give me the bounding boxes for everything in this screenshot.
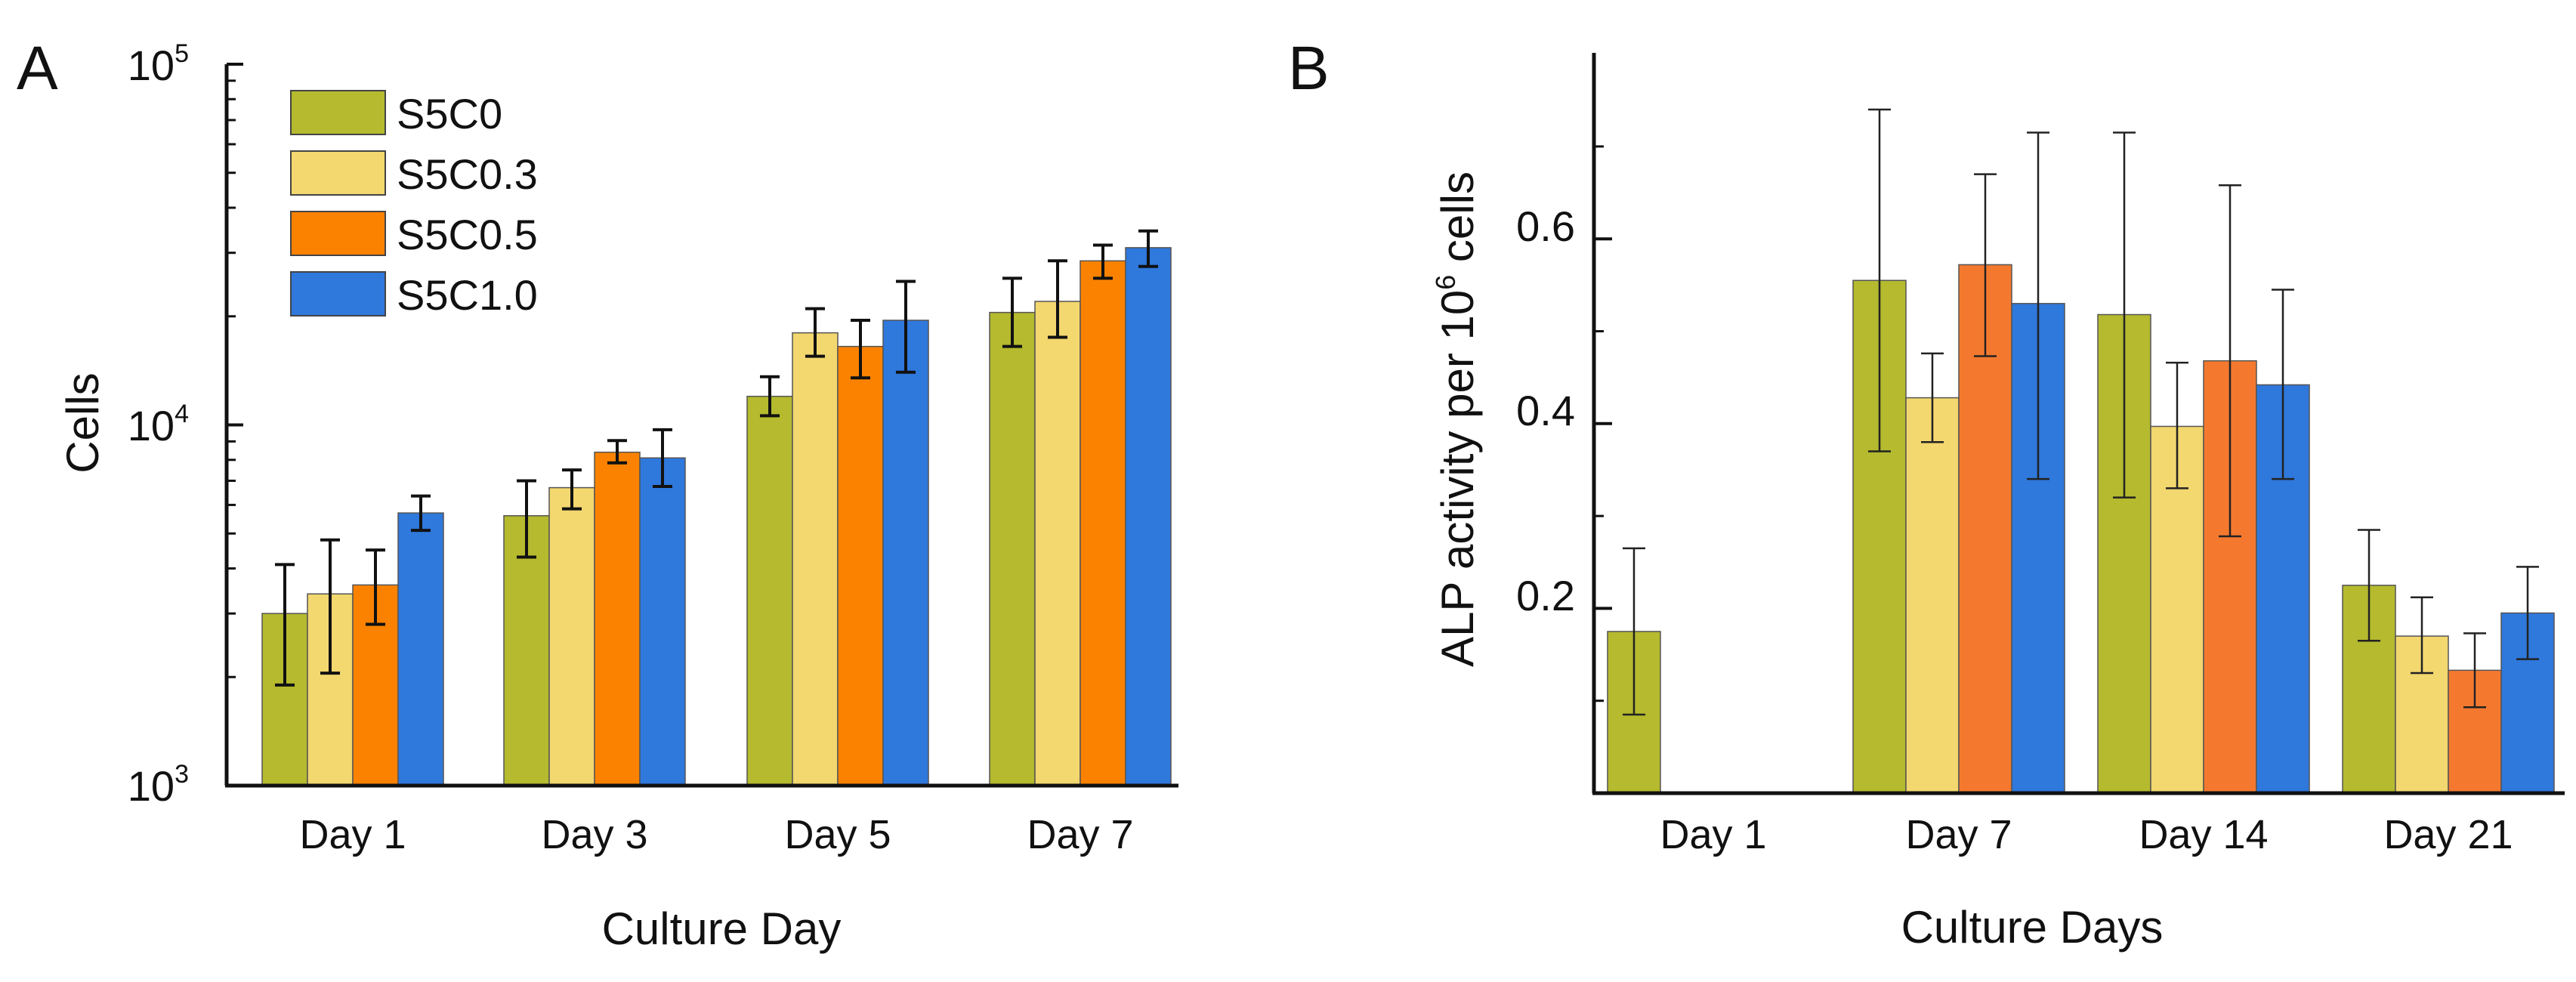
errorbar-b-s5c1-0-day-21 xyxy=(2516,566,2539,660)
errorbar-a-s5c0-day-3 xyxy=(517,479,536,559)
panel-a-xtick-day-1: Day 1 xyxy=(299,812,406,857)
panel-a: A 103 104 105 Cells Culture Day Day 1 Day… xyxy=(17,34,1178,954)
legend-label-s5c0-3: S5C0.3 xyxy=(397,150,538,198)
bar-a-s5c0-day-7 xyxy=(989,311,1036,786)
errorbar-a-s5c0-5-day-7 xyxy=(1093,243,1113,280)
panel-b-ylabel: ALP activity per 106 cells xyxy=(1430,171,1483,667)
errorbar-a-s5c1-0-day-5 xyxy=(896,279,916,374)
errorbar-a-s5c0-5-day-3 xyxy=(607,439,627,465)
legend-swatch-s5c0-3 xyxy=(290,150,386,196)
panel-b-ytick-0-4: 0.4 xyxy=(1516,387,1575,434)
bar-a-s5c0-5-day-7 xyxy=(1080,260,1126,786)
panel-a-ytick-1000: 103 xyxy=(128,760,189,810)
panel-a-ytick-10000: 104 xyxy=(128,400,189,449)
panel-b-xtick-day-14: Day 14 xyxy=(2139,812,2268,857)
legend-swatch-s5c0 xyxy=(290,90,386,135)
panel-a-label: A xyxy=(17,34,58,103)
errorbar-b-s5c0-3-day-14 xyxy=(2166,361,2188,489)
errorbar-a-s5c0-day-7 xyxy=(1002,276,1022,348)
panel-b-xtick-day-7: Day 7 xyxy=(1905,812,2012,857)
panel-b-ytick-0-6: 0.6 xyxy=(1516,202,1575,250)
bar-a-s5c0-3-day-5 xyxy=(792,332,839,786)
panel-b-x-categories: Day 1 Day 7 Day 14 Day 21 xyxy=(1660,812,2513,857)
bar-a-s5c1-0-day-3 xyxy=(639,457,686,786)
errorbar-b-s5c0-3-day-21 xyxy=(2411,596,2433,675)
errorbar-b-s5c0-5-day-14 xyxy=(2219,184,2241,538)
errorbar-b-s5c1-0-day-14 xyxy=(2272,289,2294,480)
errorbar-a-s5c0-3-day-5 xyxy=(805,307,825,358)
panel-a-xtick-day-5: Day 5 xyxy=(784,812,891,857)
panel-b-label: B xyxy=(1288,34,1330,103)
panel-b-ytick-0-2: 0.2 xyxy=(1516,572,1575,619)
bar-a-s5c0-3-day-3 xyxy=(548,486,595,786)
errorbar-a-s5c0-5-day-5 xyxy=(851,319,870,380)
legend-swatch-s5c0-5 xyxy=(290,211,386,256)
panel-a-x-categories: Day 1 Day 3 Day 5 Day 7 xyxy=(299,812,1133,857)
errorbar-a-s5c1-0-day-1 xyxy=(411,494,431,533)
panel-a-ylabel: Cells xyxy=(57,372,108,473)
panel-a-legend: S5C0 S5C0.3 S5C0.5 S5C1.0 xyxy=(290,90,538,319)
legend-label-s5c1-0: S5C1.0 xyxy=(397,271,538,319)
errorbar-b-s5c0-5-day-7 xyxy=(1974,173,1997,357)
panel-b-error-bars xyxy=(1623,108,2539,716)
panel-b-bars xyxy=(1607,264,2555,794)
errorbar-a-s5c0-3-day-1 xyxy=(320,538,340,675)
panel-b-xtick-day-21: Day 21 xyxy=(2383,812,2513,857)
bar-a-s5c0-5-day-5 xyxy=(837,345,884,786)
bar-a-s5c1-0-day-7 xyxy=(1125,247,1172,786)
panel-a-xlabel: Culture Day xyxy=(602,903,842,954)
errorbar-b-s5c0-day-7 xyxy=(1868,108,1891,452)
panel-b: B 0.2 0.4 0.6 ALP activity per 106 cells… xyxy=(1288,34,2565,953)
bar-b-s5c0-3-day-7 xyxy=(1905,397,1960,794)
bar-a-s5c1-0-day-5 xyxy=(882,320,929,786)
errorbar-a-s5c0-day-1 xyxy=(275,563,295,687)
panel-b-axis-ticks xyxy=(1594,145,1612,703)
bar-a-s5c0-5-day-3 xyxy=(594,451,641,786)
errorbar-a-s5c0-3-day-3 xyxy=(562,468,582,511)
errorbar-b-s5c0-3-day-7 xyxy=(1921,352,1944,443)
legend-swatch-s5c1-0 xyxy=(290,271,386,317)
panel-b-xtick-day-1: Day 1 xyxy=(1660,812,1766,857)
panel-a-xtick-day-7: Day 7 xyxy=(1027,812,1133,857)
panel-b-xlabel: Culture Days xyxy=(1901,902,2164,953)
panel-a-xtick-day-3: Day 3 xyxy=(541,812,647,857)
bar-a-s5c0-day-3 xyxy=(503,514,550,786)
panel-a-bars xyxy=(261,247,1172,786)
errorbar-b-s5c0-day-21 xyxy=(2358,529,2380,642)
panel-a-error-bars xyxy=(275,229,1158,687)
bar-a-s5c1-0-day-1 xyxy=(397,512,444,786)
errorbar-a-s5c0-3-day-7 xyxy=(1048,259,1067,339)
legend-label-s5c0-5: S5C0.5 xyxy=(397,211,538,258)
errorbar-a-s5c1-0-day-7 xyxy=(1138,229,1158,268)
errorbar-b-s5c1-0-day-7 xyxy=(2027,131,2049,480)
errorbar-a-s5c0-day-5 xyxy=(760,375,780,418)
errorbar-a-s5c1-0-day-3 xyxy=(653,428,672,489)
panel-a-ytick-100000: 105 xyxy=(128,39,189,89)
errorbar-b-s5c0-5-day-21 xyxy=(2463,632,2486,709)
errorbar-a-s5c0-5-day-1 xyxy=(366,548,385,626)
legend-label-s5c0: S5C0 xyxy=(397,90,502,137)
bar-a-s5c0-day-5 xyxy=(746,395,793,786)
errorbar-b-s5c0-day-1 xyxy=(1623,547,1645,716)
errorbar-b-s5c0-day-14 xyxy=(2113,131,2136,499)
bar-a-s5c0-3-day-7 xyxy=(1034,301,1081,786)
